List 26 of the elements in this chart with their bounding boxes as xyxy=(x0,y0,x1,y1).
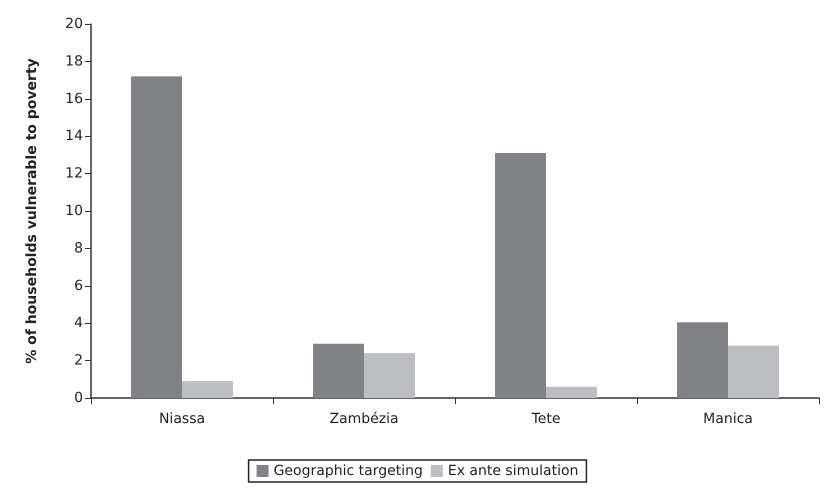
y-tick-label: 4 xyxy=(74,315,84,332)
y-tick-label: 6 xyxy=(74,278,84,294)
bar xyxy=(728,346,779,398)
bar xyxy=(495,153,546,398)
bar xyxy=(131,76,182,398)
x-tick-label: Niassa xyxy=(158,411,206,427)
legend-label: Geographic targeting xyxy=(274,463,423,479)
y-tick-label: 8 xyxy=(74,240,83,256)
y-tick-label: 16 xyxy=(65,90,84,107)
bar xyxy=(546,386,597,398)
x-tick-label: Zambézia xyxy=(329,411,399,427)
bar xyxy=(182,381,233,398)
y-tick-label: 12 xyxy=(65,166,83,182)
legend-label: Ex ante simulation xyxy=(448,463,578,479)
y-tick-label: 2 xyxy=(74,352,83,369)
y-tick-label: 10 xyxy=(65,203,83,219)
y-tick-label: 0 xyxy=(74,390,83,406)
x-tick-label: Manica xyxy=(703,411,753,427)
bar xyxy=(313,344,364,398)
y-tick-label: 18 xyxy=(65,53,83,70)
y-tick-label: 20 xyxy=(65,16,83,32)
x-tick-label: Tete xyxy=(530,411,560,427)
y-axis-title: % of households vulnerable to poverty xyxy=(24,58,40,364)
y-tick-label: 14 xyxy=(65,128,84,144)
bar xyxy=(677,322,728,398)
bar xyxy=(364,353,415,398)
